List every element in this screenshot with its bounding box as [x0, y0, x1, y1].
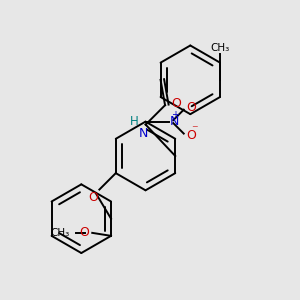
Text: O: O [186, 129, 196, 142]
Text: O: O [172, 97, 182, 110]
Text: H: H [129, 115, 138, 128]
Text: O: O [88, 191, 98, 204]
Text: N: N [169, 115, 179, 128]
Text: O: O [79, 226, 89, 239]
Text: N: N [139, 127, 148, 140]
Text: O: O [186, 101, 196, 114]
Text: ⁻: ⁻ [191, 123, 197, 136]
Text: +: + [171, 110, 179, 120]
Text: CH₃: CH₃ [210, 43, 230, 53]
Text: CH₃: CH₃ [51, 228, 70, 238]
